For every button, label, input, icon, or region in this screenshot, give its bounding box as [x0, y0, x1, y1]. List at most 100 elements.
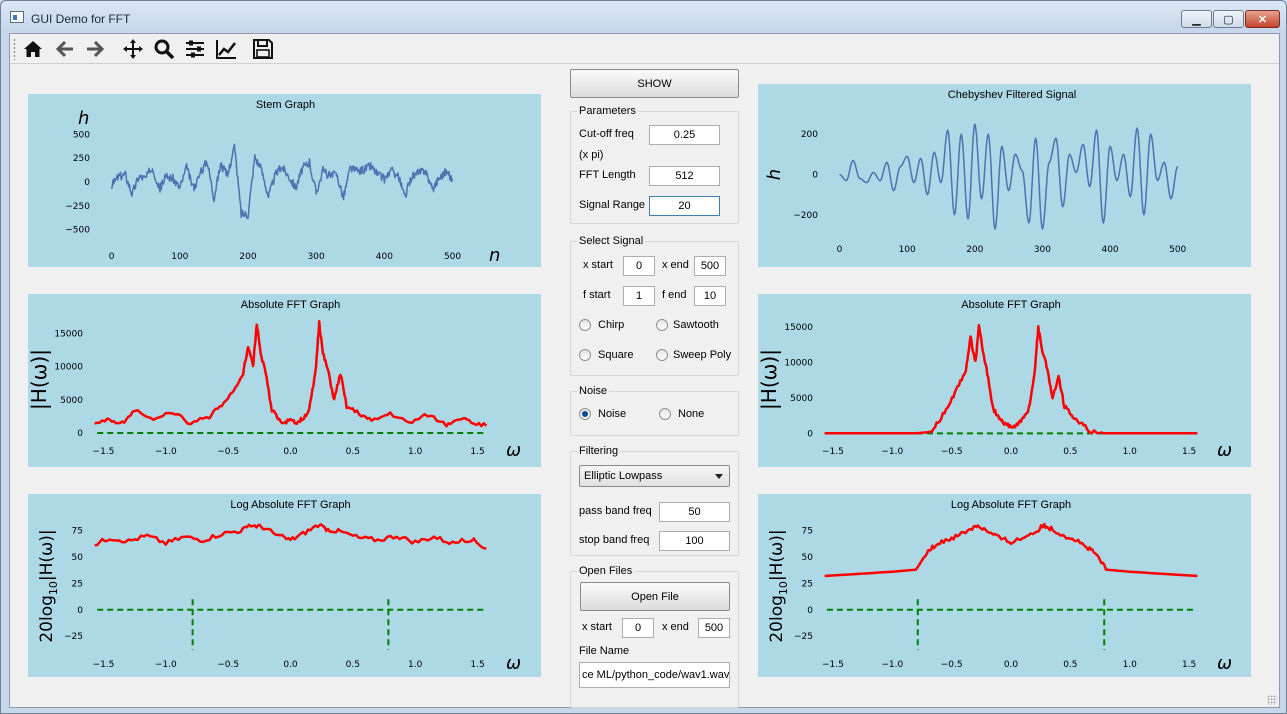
- chirp-radio[interactable]: [579, 319, 591, 331]
- y-tick-label: 15000: [54, 329, 83, 339]
- none-radio[interactable]: [659, 408, 671, 420]
- sweep-poly-radio[interactable]: [656, 349, 668, 361]
- pass-band-input[interactable]: 50: [659, 502, 730, 522]
- x-start-input[interactable]: 0: [623, 256, 655, 276]
- home-button[interactable]: [20, 37, 46, 61]
- absolute-fft-graph-left[interactable]: Absolute FFT Graph |H(ω)| ω −1.5 −1.0 −0.5 0.0…: [28, 294, 541, 467]
- x-start-label: x start: [583, 259, 613, 271]
- y-tick-label: −200: [793, 211, 818, 221]
- x-tick-label: −0.5: [217, 447, 239, 457]
- y-tick-label: −25: [64, 632, 83, 642]
- filter-type-select[interactable]: Elliptic Lowpass: [579, 465, 730, 487]
- subplots-icon: [186, 40, 204, 58]
- title-bar[interactable]: GUI Demo for FFT ▁ ▢ ✕: [1, 1, 1286, 33]
- resize-grip[interactable]: [1267, 695, 1277, 705]
- save-button[interactable]: [250, 37, 276, 61]
- edit-curves-button[interactable]: [213, 37, 239, 61]
- filter-type-value: Elliptic Lowpass: [584, 470, 663, 482]
- y-tick-label: 0: [812, 171, 818, 181]
- fft_l-chart-svg: Absolute FFT Graph |H(ω)| ω −1.5 −1.0 −0.5 0.0…: [28, 299, 521, 461]
- back-button[interactable]: [52, 37, 78, 61]
- series-line: [824, 522, 1198, 578]
- zoom-button[interactable]: [151, 37, 177, 61]
- cutoff-freq-input[interactable]: 0.25: [649, 125, 720, 145]
- x-tick-label: 1.5: [470, 660, 484, 670]
- x-tick-label: −1.5: [822, 660, 844, 670]
- back-arrow-icon: [55, 40, 73, 58]
- x-tick-label: 0.0: [283, 447, 298, 457]
- x-tick-label: 0.5: [1063, 447, 1077, 457]
- y-axis-label: |H(ω)|: [28, 349, 51, 410]
- show-button[interactable]: SHOW: [570, 69, 739, 98]
- x-tick-label: 100: [899, 245, 916, 255]
- fft_r-chart-svg: Absolute FFT Graph |H(ω)| ω −1.5 −1.0 −0.5 0.0…: [758, 299, 1232, 461]
- fft-length-label: FFT Length: [579, 169, 636, 181]
- file-x-end-input[interactable]: 500: [698, 618, 730, 638]
- y-axis-label: 20log10|H(ω)|: [37, 529, 60, 642]
- signal-range-label: Signal Range: [579, 199, 646, 211]
- close-button[interactable]: ✕: [1245, 10, 1280, 28]
- y-tick-label: 5000: [790, 394, 813, 404]
- f-end-input[interactable]: 10: [694, 286, 726, 306]
- x-tick-label: 1.5: [1182, 447, 1196, 457]
- x-tick-label: 0.5: [1063, 660, 1077, 670]
- chart-title: Chebyshev Filtered Signal: [948, 89, 1076, 101]
- open-file-button[interactable]: Open File: [580, 582, 730, 611]
- y-tick-label: 25: [72, 579, 83, 589]
- noise-radio[interactable]: [579, 408, 591, 420]
- select-signal-group-title: Select Signal: [577, 235, 646, 247]
- x-end-label: x end: [662, 259, 689, 271]
- file-x-start-input[interactable]: 0: [622, 618, 654, 638]
- main-window-client: Stem Graph h n 0 100 200 300 400 500 500 250 0 −250−…: [9, 33, 1280, 708]
- file-name-input[interactable]: ce ML/python_code/wav1.wav: [579, 662, 730, 688]
- x-axis-label: ω: [1217, 440, 1232, 461]
- maximize-button[interactable]: ▢: [1213, 10, 1244, 28]
- x-tick-label: 0: [109, 252, 115, 262]
- sawtooth-radio[interactable]: [656, 319, 668, 331]
- x-end-input[interactable]: 500: [694, 256, 726, 276]
- x-axis-label: ω: [506, 440, 521, 461]
- y-tick-label: −25: [794, 632, 813, 642]
- x-tick-label: 0.0: [283, 660, 298, 670]
- fft-length-input[interactable]: 512: [649, 166, 720, 186]
- log-absolute-fft-graph-right[interactable]: Log Absolute FFT Graph 20log10|H(ω)| ω −1.5…: [758, 494, 1251, 677]
- sawtooth-label: Sawtooth: [673, 319, 719, 331]
- matplotlib-toolbar: [10, 34, 1279, 64]
- cheb-chart-svg: Chebyshev Filtered Signal h 0 100 200 300 400 5…: [764, 89, 1187, 255]
- absolute-fft-graph-right[interactable]: Absolute FFT Graph |H(ω)| ω −1.5 −1.0 −0.5 0.0…: [758, 294, 1251, 467]
- f-start-label: f start: [583, 289, 611, 301]
- x-tick-label: 0.5: [346, 447, 360, 457]
- x-axis-label: n: [489, 245, 500, 266]
- none-radio-label: None: [678, 408, 705, 420]
- chebyshev-filtered-signal-graph[interactable]: Chebyshev Filtered Signal h 0 100 200 300 400 5…: [758, 84, 1251, 267]
- signal-range-input[interactable]: 20: [649, 196, 720, 216]
- series-line: [94, 320, 488, 428]
- x-tick-label: 200: [966, 245, 983, 255]
- x-tick-label: 300: [1034, 245, 1051, 255]
- x-tick-label: 0: [837, 245, 843, 255]
- x-tick-label: 0.0: [1004, 660, 1019, 670]
- x-tick-label: 200: [239, 252, 256, 262]
- f-start-input[interactable]: 1: [623, 286, 655, 306]
- open-files-group: Open Files Open File x start 0 x end 500…: [570, 565, 739, 708]
- x-tick-label: −1.5: [93, 447, 115, 457]
- toolbar-grip[interactable]: [13, 38, 16, 60]
- chart-title: Stem Graph: [256, 99, 315, 111]
- forward-button[interactable]: [82, 37, 108, 61]
- subplots-button[interactable]: [182, 37, 208, 61]
- cutoff-freq-label: Cut-off freq: [579, 128, 634, 140]
- log-absolute-fft-graph-left[interactable]: Log Absolute FFT Graph 20log10|H(ω)| ω −1.5…: [28, 494, 541, 677]
- pan-button[interactable]: [120, 37, 146, 61]
- app-icon: [10, 11, 24, 23]
- y-tick-label: 10000: [54, 363, 83, 373]
- open-files-group-title: Open Files: [577, 565, 635, 577]
- y-tick-label: 250: [73, 154, 90, 164]
- x-tick-label: −1.5: [93, 660, 115, 670]
- square-radio[interactable]: [579, 349, 591, 361]
- x-tick-label: 1.0: [1123, 660, 1138, 670]
- minimize-button[interactable]: ▁: [1181, 10, 1212, 28]
- stop-band-input[interactable]: 100: [659, 531, 730, 551]
- file-name-label: File Name: [579, 645, 630, 657]
- stem-graph[interactable]: Stem Graph h n 0 100 200 300 400 500 500 250 0 −250 −…: [28, 94, 541, 267]
